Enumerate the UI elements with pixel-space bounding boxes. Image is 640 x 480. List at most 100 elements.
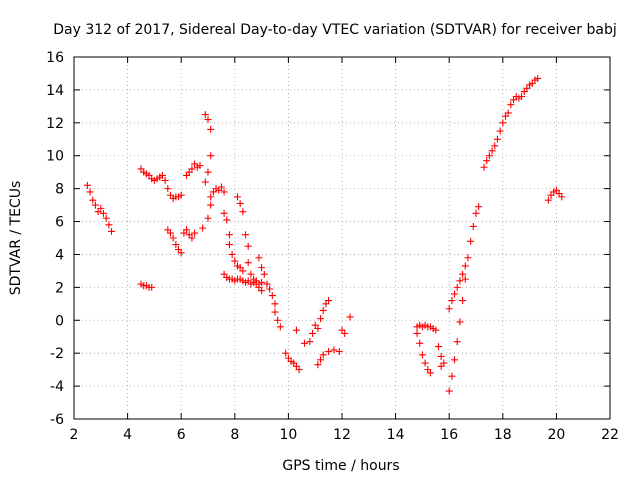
x-tick-label: 4 — [123, 427, 132, 443]
data-point — [148, 283, 156, 291]
data-point — [91, 201, 99, 209]
y-tick-label: -6 — [50, 412, 64, 428]
plot-frame — [73, 56, 611, 420]
data-point — [464, 254, 472, 262]
chart-title: Day 312 of 2017, Sidereal Day-to-day VTE… — [53, 22, 616, 38]
data-point — [263, 280, 271, 288]
data-point — [188, 165, 196, 173]
series-arc2 — [137, 280, 156, 291]
data-point — [220, 209, 228, 217]
y-tick-label: 0 — [55, 313, 64, 329]
data-point — [217, 183, 225, 191]
data-point — [306, 338, 314, 346]
data-point — [258, 264, 266, 272]
data-point — [228, 250, 236, 258]
data-point — [207, 193, 215, 201]
data-point — [276, 323, 284, 331]
data-point — [199, 224, 207, 232]
series-arc1 — [83, 181, 116, 235]
data-point — [242, 231, 250, 239]
data-point — [231, 257, 239, 265]
data-point — [534, 74, 542, 82]
data-point — [247, 270, 255, 278]
data-point — [166, 229, 174, 237]
data-point — [201, 111, 209, 119]
data-point — [183, 226, 191, 234]
series-arc18 — [434, 343, 448, 370]
data-point — [461, 262, 469, 270]
data-point — [325, 297, 333, 305]
data-point — [292, 326, 300, 334]
data-point — [346, 313, 354, 321]
ticks: 2 4 6 8 10 12 14 16 18 20 22 -6 -4 -2 0 2 4 6 8 10 12 14 16 — [46, 50, 619, 443]
x-tick-label: 16 — [440, 427, 458, 443]
data-point — [459, 270, 467, 278]
data-point — [295, 366, 303, 374]
data-point — [260, 270, 268, 278]
data-point — [317, 315, 325, 323]
data-point — [282, 349, 290, 357]
data-point — [244, 259, 252, 267]
data-point — [204, 116, 212, 124]
data-point — [544, 196, 552, 204]
data-point — [225, 231, 233, 239]
data-point — [445, 305, 453, 313]
data-point — [319, 306, 327, 314]
x-tick-label: 20 — [547, 427, 565, 443]
series-arc7 — [207, 183, 247, 275]
x-axis-label: GPS time / hours — [282, 458, 399, 474]
y-axis-label: SDTVAR / TECUs — [8, 181, 24, 296]
data-point — [314, 361, 322, 369]
x-tick-label: 10 — [279, 427, 297, 443]
series-arc3 — [137, 165, 185, 203]
data-point — [250, 275, 258, 283]
data-point — [432, 326, 440, 334]
series-arc16 — [413, 321, 440, 334]
x-tick-label: 12 — [333, 427, 351, 443]
data-point — [274, 316, 282, 324]
data-point — [448, 297, 456, 305]
data-point — [483, 157, 491, 165]
y-tick-label: 16 — [46, 50, 64, 66]
y-tick-label: 4 — [55, 247, 64, 263]
data-point — [461, 275, 469, 283]
data-point — [317, 356, 325, 364]
x-tick-label: 8 — [230, 427, 239, 443]
data-point — [207, 152, 215, 160]
data-point — [335, 348, 343, 356]
data-point — [223, 216, 231, 224]
series-arc11 — [282, 349, 303, 374]
data-points — [83, 74, 566, 395]
series-arc13 — [311, 297, 333, 332]
data-point — [451, 290, 459, 298]
data-point — [485, 152, 493, 160]
data-point — [161, 176, 169, 184]
data-point — [83, 181, 91, 189]
data-point — [236, 199, 244, 207]
data-point — [448, 372, 456, 380]
x-tick-label: 18 — [494, 427, 512, 443]
data-point — [456, 318, 464, 326]
data-point — [191, 229, 199, 237]
data-point — [207, 201, 215, 209]
data-point — [89, 196, 97, 204]
data-point — [258, 287, 266, 295]
y-tick-label: 12 — [46, 116, 64, 132]
data-point — [201, 178, 209, 186]
x-tick-label: 14 — [387, 427, 405, 443]
y-tick-label: 2 — [55, 280, 64, 296]
data-point — [469, 222, 477, 230]
data-point — [467, 237, 475, 245]
data-point — [451, 356, 459, 364]
data-point — [258, 278, 266, 286]
data-point — [86, 188, 94, 196]
series-arc20 — [445, 262, 469, 313]
data-point — [325, 348, 333, 356]
series-arc10 — [255, 254, 284, 331]
data-point — [239, 208, 247, 216]
data-point — [314, 325, 322, 332]
data-point — [330, 346, 338, 354]
data-point — [220, 188, 228, 196]
data-point — [225, 241, 233, 249]
